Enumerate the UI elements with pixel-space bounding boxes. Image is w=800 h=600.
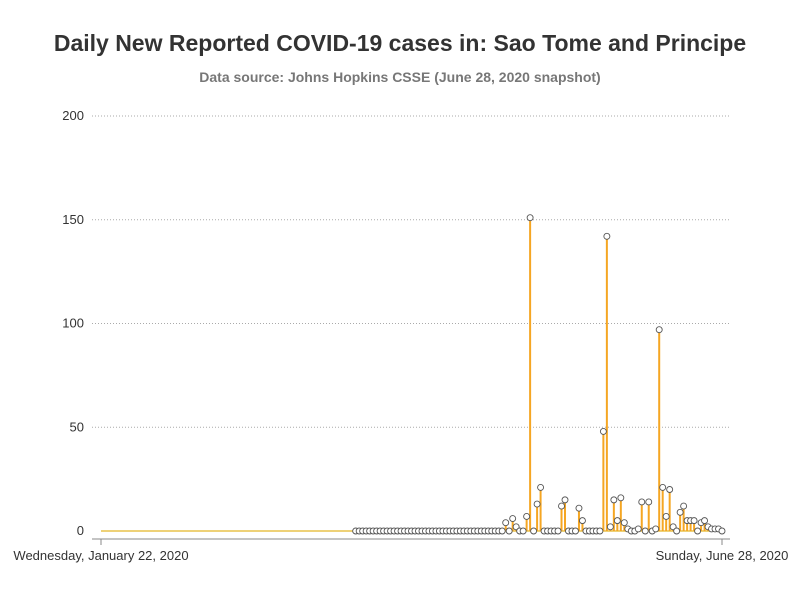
data-point bbox=[578, 517, 586, 525]
data-point bbox=[606, 523, 614, 531]
data-point bbox=[523, 513, 531, 520]
y-tick-label: 0 bbox=[77, 523, 84, 538]
data-point bbox=[659, 483, 667, 491]
data-point bbox=[673, 527, 681, 535]
y-tick-label: 50 bbox=[70, 419, 84, 434]
data-point bbox=[655, 326, 663, 334]
data-point bbox=[519, 527, 527, 535]
data-point bbox=[610, 496, 618, 504]
y-tick-label: 100 bbox=[62, 316, 84, 331]
data-point bbox=[603, 232, 611, 240]
data-point bbox=[509, 515, 517, 522]
data-point bbox=[558, 502, 565, 510]
data-point bbox=[662, 513, 670, 520]
chart-title: Daily New Reported COVID-19 cases in: Sa… bbox=[53, 30, 747, 56]
data-point bbox=[641, 527, 649, 535]
data-point bbox=[645, 498, 653, 506]
data-point bbox=[620, 519, 628, 527]
data-point bbox=[638, 498, 646, 506]
data-point bbox=[554, 527, 562, 535]
data-point bbox=[572, 527, 579, 535]
data-point bbox=[701, 517, 709, 525]
data-point bbox=[537, 483, 545, 491]
x-start-label: Wednesday, January 22, 2020 bbox=[13, 548, 188, 563]
data-point bbox=[690, 517, 698, 525]
y-tick-label: 150 bbox=[62, 212, 84, 227]
data-point bbox=[613, 517, 621, 525]
chart-subtitle: Data source: Johns Hopkins CSSE (June 28… bbox=[199, 69, 601, 85]
data-point bbox=[599, 427, 607, 435]
x-end-label: Sunday, June 28, 2020 bbox=[656, 548, 789, 563]
data-point bbox=[575, 504, 583, 512]
data-point bbox=[666, 486, 674, 493]
y-tick-label: 200 bbox=[62, 108, 84, 123]
data-point bbox=[634, 525, 642, 533]
data-point bbox=[502, 519, 510, 527]
data-point bbox=[680, 502, 688, 510]
data-point bbox=[561, 496, 569, 504]
data-point bbox=[530, 527, 538, 535]
data-point bbox=[676, 508, 684, 516]
data-point bbox=[617, 494, 625, 502]
data-point bbox=[526, 214, 534, 222]
data-point bbox=[694, 527, 702, 535]
data-point bbox=[652, 525, 660, 533]
data-point bbox=[533, 500, 541, 508]
data-point bbox=[596, 527, 604, 535]
data-point bbox=[498, 527, 506, 535]
data-point bbox=[718, 527, 726, 535]
data-point bbox=[505, 527, 513, 535]
